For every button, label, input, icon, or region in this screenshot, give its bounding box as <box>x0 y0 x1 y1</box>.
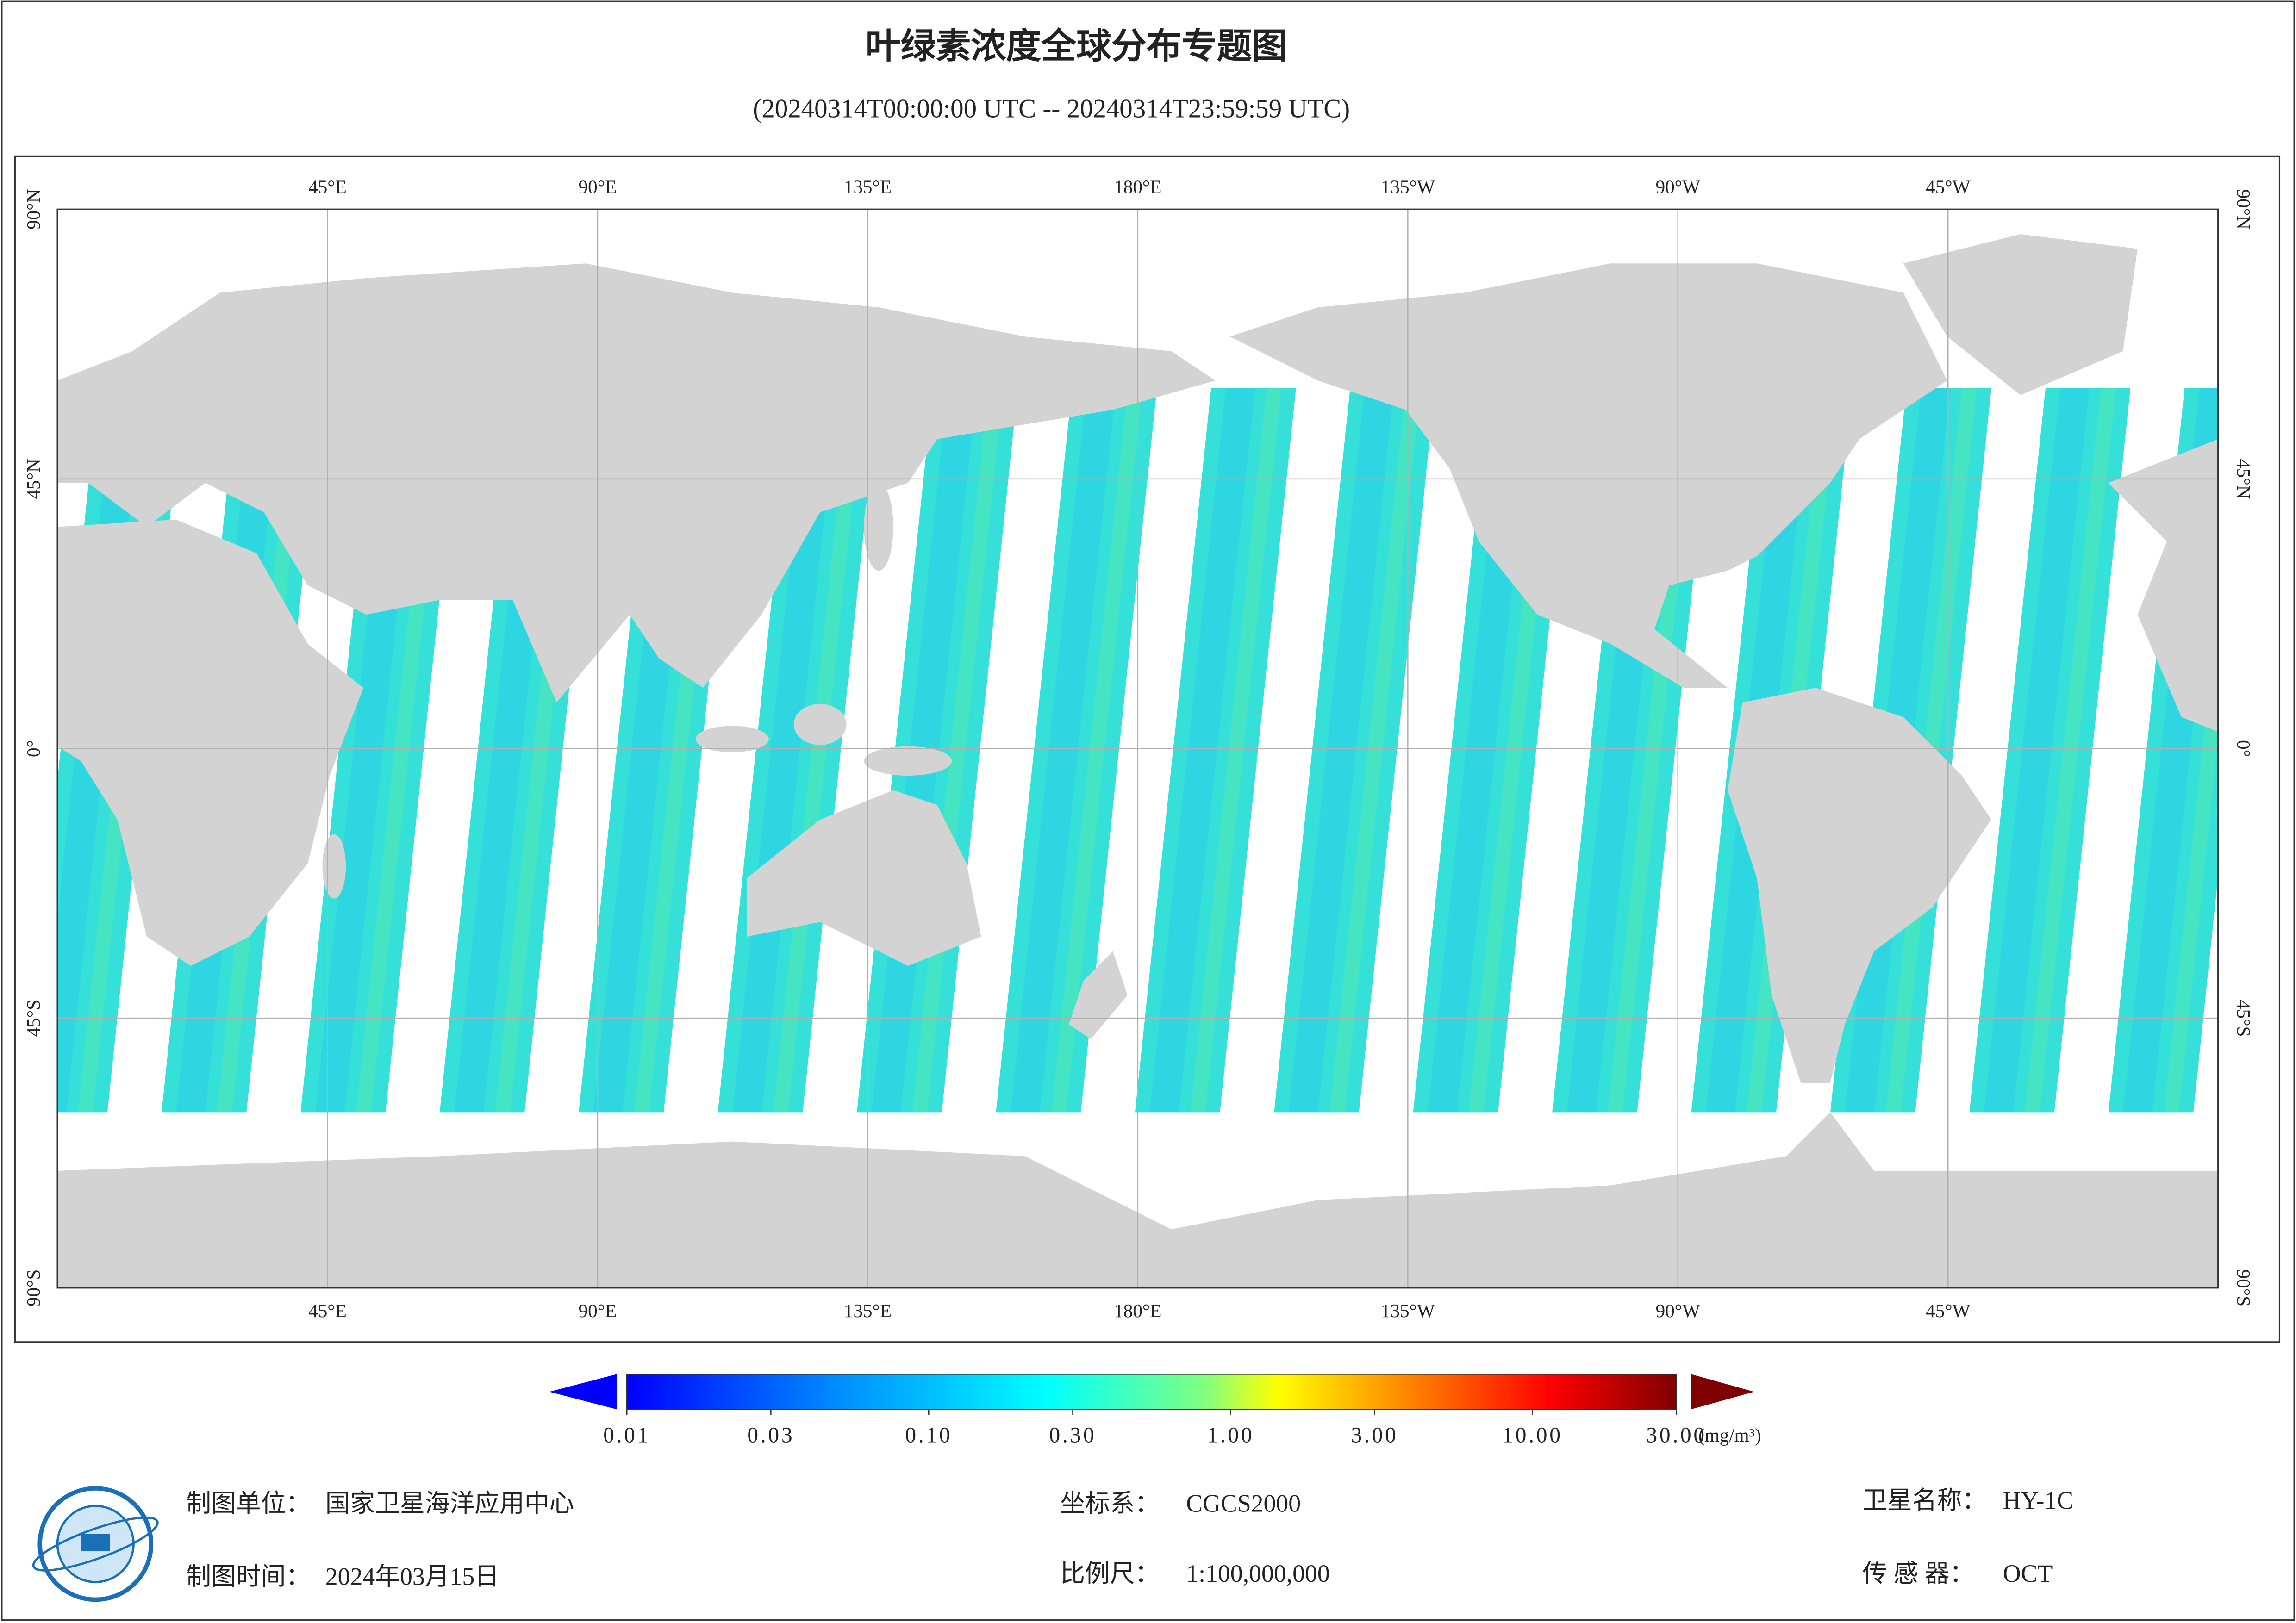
footer-value: 国家卫星海洋应用中心 <box>325 1489 574 1517</box>
footer-value: HY-1C <box>2003 1486 2073 1514</box>
footer-value: CGCS2000 <box>1186 1489 1301 1517</box>
colorbar-tick-label: 10.00 <box>1502 1423 1562 1447</box>
latitude-label: 0° <box>23 740 44 757</box>
footer-label: 制图时间： <box>186 1562 311 1590</box>
colorbar-tick-label: 30.00 <box>1646 1423 1706 1447</box>
longitude-label: 135°E <box>844 1300 892 1321</box>
footer-value: 1:100,000,000 <box>1186 1560 1330 1587</box>
footer-label: 坐标系： <box>1060 1489 1160 1517</box>
colorbar-unit: (mg/m³) <box>1698 1424 1761 1446</box>
longitude-label: 90°E <box>579 1300 617 1321</box>
footer-label: 传 感 器： <box>1862 1560 1974 1587</box>
footer-label: 卫星名称： <box>1862 1486 1987 1514</box>
latitude-label: 90°S <box>23 1269 44 1306</box>
footer-value: 2024年03月15日 <box>325 1562 499 1590</box>
longitude-label: 135°W <box>1381 176 1435 197</box>
longitude-label: 180°E <box>1114 1300 1161 1321</box>
map-border <box>56 208 2219 1289</box>
longitude-label: 90°E <box>579 176 617 197</box>
logo <box>32 1486 159 1602</box>
latitude-label: 90°N <box>2233 189 2254 230</box>
colorbar <box>626 1374 1677 1410</box>
colorbar-tick-label: 0.03 <box>747 1423 794 1447</box>
longitude-label: 45°E <box>308 1300 347 1321</box>
latitude-label: 90°S <box>2233 1269 2254 1306</box>
latitude-label: 45°N <box>23 459 44 499</box>
footer: 制图单位： 国家卫星海洋应用中心 制图时间： 2024年03月15日 坐标系： … <box>186 1486 2073 1590</box>
colorbar-tick-label: 0.01 <box>603 1423 650 1447</box>
latitude-label: 45°N <box>2233 459 2254 499</box>
latitude-label: 45°S <box>2233 1000 2254 1037</box>
colorbar-tick-label: 3.00 <box>1351 1423 1398 1447</box>
longitude-label: 135°W <box>1381 1300 1435 1321</box>
latitude-label: 45°S <box>23 1000 44 1037</box>
longitude-label: 45°E <box>308 176 347 197</box>
longitude-label: 90°W <box>1656 1300 1701 1321</box>
footer-label: 比例尺： <box>1060 1560 1160 1587</box>
latitude-label: 90°N <box>23 189 44 230</box>
longitude-label: 45°W <box>1926 1300 1971 1321</box>
subtitle: (20240314T00:00:00 UTC -- 20240314T23:59… <box>753 94 1350 123</box>
longitude-label: 45°W <box>1926 176 1971 197</box>
colorbar-tick-label: 1.00 <box>1207 1423 1254 1447</box>
title: 叶绿素浓度全球分布专题图 <box>866 25 1287 66</box>
longitude-label: 135°E <box>844 176 892 197</box>
longitude-label: 90°W <box>1656 176 1701 197</box>
longitude-label: 180°E <box>1114 176 1161 197</box>
footer-label: 制图单位： <box>186 1489 311 1517</box>
latitude-label: 0° <box>2233 740 2254 757</box>
footer-value: OCT <box>2003 1560 2053 1587</box>
colorbar-high-arrow <box>1691 1374 1754 1410</box>
colorbar-tick-label: 0.10 <box>905 1423 952 1447</box>
colorbar-tick-label: 0.30 <box>1049 1423 1096 1447</box>
graticule: 45°E 45°E 90°E 90°E 135°E 135°E 180°E 180°E 135°… <box>23 176 2254 1321</box>
colorbar-low-arrow <box>549 1374 617 1410</box>
